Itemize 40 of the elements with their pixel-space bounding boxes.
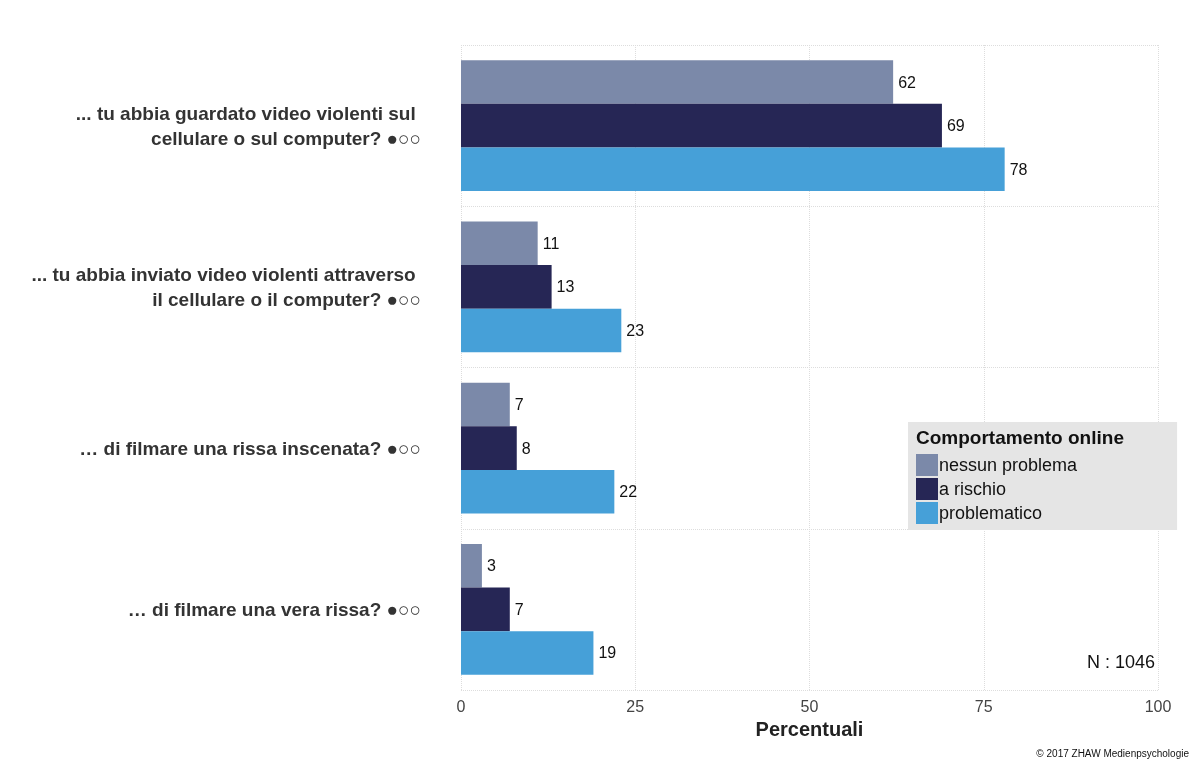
data-label: 69 bbox=[946, 117, 965, 135]
x-tick-label: 25 bbox=[626, 697, 645, 715]
data-label: 78 bbox=[1009, 160, 1028, 178]
bar bbox=[461, 426, 517, 470]
data-label: 7 bbox=[514, 396, 524, 414]
bar bbox=[461, 265, 552, 309]
legend-title: Comportamento online bbox=[916, 427, 1124, 448]
x-tick-label: 100 bbox=[1144, 697, 1172, 715]
y-tick-label: ... tu abbia guardato video violenti sul cellulare o sul computer? ●○○ bbox=[75, 102, 421, 149]
bar bbox=[461, 469, 615, 514]
x-axis-title: Percentuali bbox=[755, 717, 864, 740]
bar bbox=[461, 60, 894, 104]
data-label: 13 bbox=[556, 278, 575, 296]
data-label: 3 bbox=[486, 557, 496, 575]
legend-label: nessun problema bbox=[939, 455, 1079, 475]
data-label: 22 bbox=[619, 483, 638, 501]
bar bbox=[461, 308, 622, 353]
data-label: 8 bbox=[521, 439, 531, 457]
data-label: 11 bbox=[542, 234, 560, 252]
data-label: 23 bbox=[626, 321, 645, 339]
bar bbox=[461, 544, 482, 588]
y-tick-label: ... tu abbia inviato video violenti attraverso il cellulare o il computer? ●○○ bbox=[31, 263, 421, 310]
x-tick-label: 75 bbox=[974, 697, 993, 715]
bar bbox=[461, 631, 594, 675]
data-label: 7 bbox=[514, 600, 524, 618]
data-label: 62 bbox=[898, 73, 917, 91]
text: © 2017 ZHAW Medienpsychologie bbox=[1036, 747, 1190, 759]
bar bbox=[461, 587, 510, 632]
x-tick-label: 50 bbox=[800, 697, 819, 715]
bar bbox=[461, 382, 510, 427]
bar bbox=[461, 147, 1005, 191]
legend-label: a rischio bbox=[939, 479, 1007, 499]
data-label: 19 bbox=[598, 644, 617, 662]
y-tick-label: … di filmare una rissa inscenata? ●○○ bbox=[79, 437, 421, 459]
bar bbox=[461, 221, 538, 266]
annotation: N : 1046 bbox=[1086, 652, 1155, 672]
legend-label: problematico bbox=[939, 503, 1043, 523]
x-tick-label: 0 bbox=[456, 697, 466, 715]
bar bbox=[461, 103, 942, 148]
y-tick-label: … di filmare una vera rissa? ●○○ bbox=[127, 598, 421, 620]
